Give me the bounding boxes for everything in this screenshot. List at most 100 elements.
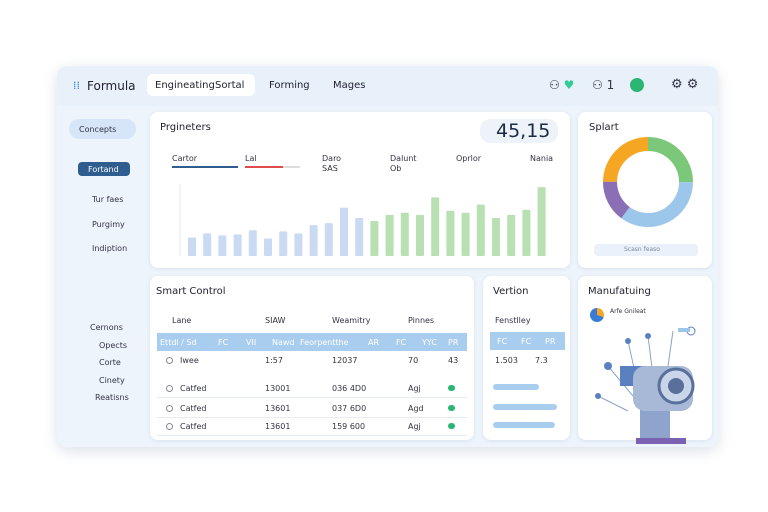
menu-item[interactable]: Indiption bbox=[92, 244, 128, 253]
row-icon bbox=[166, 357, 173, 364]
cell: Iwee bbox=[180, 356, 199, 365]
tab[interactable]: Engineating bbox=[155, 80, 215, 91]
tab[interactable]: Sortal bbox=[215, 80, 245, 91]
subtitle: Fenstlley bbox=[495, 316, 531, 325]
title: Smart Control bbox=[156, 286, 226, 297]
control: Oprlor bbox=[456, 154, 482, 163]
cell: 036 4D0 bbox=[332, 384, 367, 393]
vertion-panel: Vertion Fenstlley FC FC PR 1.503 7.3 bbox=[483, 276, 570, 440]
settings[interactable]: ⚙ ⚙ bbox=[671, 77, 699, 92]
bar bbox=[461, 212, 470, 256]
control: Lal bbox=[245, 154, 257, 163]
donut-chart bbox=[603, 137, 693, 227]
table-header bbox=[490, 332, 565, 350]
header-cell: FC bbox=[218, 338, 229, 347]
bar bbox=[400, 212, 409, 256]
topbar: ⁞⁞ Formula Engineating Sortal Forming Ma… bbox=[57, 66, 718, 106]
bar bbox=[279, 231, 288, 256]
menu-item[interactable]: Purgimy bbox=[92, 220, 125, 229]
menu-item[interactable]: Cinety bbox=[99, 376, 125, 385]
button[interactable] bbox=[78, 162, 130, 176]
cell: Agj bbox=[408, 422, 421, 431]
bar bbox=[218, 235, 227, 256]
tab-group[interactable] bbox=[147, 74, 255, 96]
row-line bbox=[157, 397, 467, 398]
bar bbox=[248, 230, 257, 256]
title: Vertion bbox=[493, 286, 529, 297]
user-icon[interactable]: ⚇ ♥ bbox=[549, 78, 575, 92]
header-cell: Feorpentthe bbox=[300, 338, 349, 347]
progress bbox=[493, 384, 539, 390]
bar bbox=[309, 225, 318, 256]
cell: 13001 bbox=[265, 384, 291, 393]
control: Cartor bbox=[172, 154, 198, 163]
status-dot bbox=[448, 385, 455, 391]
badge[interactable]: ⚇ 1 bbox=[592, 78, 615, 92]
bar-chart bbox=[179, 184, 546, 256]
progress bbox=[493, 404, 557, 410]
bar bbox=[476, 204, 485, 256]
bar bbox=[385, 214, 394, 256]
cell: Catfed bbox=[180, 404, 207, 413]
value-box bbox=[480, 119, 558, 143]
nav[interactable]: Mages bbox=[333, 80, 366, 91]
progress bbox=[493, 422, 555, 428]
header-cell: PR bbox=[448, 338, 459, 347]
bar bbox=[203, 233, 212, 256]
donut-segment bbox=[603, 137, 693, 227]
big-value: 45,15 bbox=[496, 120, 551, 142]
row-icon bbox=[166, 385, 173, 392]
menu-item[interactable]: Corte bbox=[99, 358, 121, 367]
bar bbox=[446, 210, 455, 256]
badge-count: 1 bbox=[606, 78, 615, 92]
header-cell: Ettdl / Sd bbox=[160, 338, 197, 347]
donut-segment bbox=[603, 137, 693, 227]
button-text: Fortand bbox=[88, 165, 119, 174]
bar bbox=[537, 187, 546, 256]
donut-segment bbox=[603, 137, 693, 227]
menu-item[interactable]: Opects bbox=[99, 341, 127, 350]
status[interactable] bbox=[630, 78, 644, 92]
header-cell: VII bbox=[246, 338, 257, 347]
machine-illustration bbox=[595, 326, 696, 444]
cell: 037 6D0 bbox=[332, 404, 367, 413]
pill[interactable] bbox=[69, 119, 136, 139]
bar bbox=[431, 197, 440, 256]
brand: Formula bbox=[87, 79, 136, 93]
bar bbox=[507, 214, 516, 256]
column-header: Weamitry bbox=[332, 316, 371, 325]
bar bbox=[340, 207, 348, 256]
cell: 13601 bbox=[265, 422, 291, 431]
cell: 70 bbox=[408, 356, 419, 365]
cell: 12037 bbox=[332, 356, 358, 365]
table-header bbox=[157, 333, 467, 351]
menu-item[interactable]: Reatisns bbox=[95, 393, 129, 402]
bar bbox=[188, 237, 196, 256]
cell: 13601 bbox=[265, 404, 291, 413]
status-dot bbox=[448, 405, 455, 411]
cell: 1.503 bbox=[495, 356, 518, 365]
cell: FC bbox=[521, 337, 532, 346]
button[interactable] bbox=[594, 244, 698, 256]
column-header: SIAW bbox=[265, 316, 286, 325]
bar bbox=[370, 221, 379, 256]
manufacturing-panel: Manufatuing Arfe Gnileat bbox=[578, 276, 712, 444]
control: Dalunt bbox=[390, 154, 417, 163]
cell: 43 bbox=[448, 356, 459, 365]
bar bbox=[492, 217, 500, 256]
smart-control-panel: Smart Control Lane SIAW Weamitry Pinnes Ettd… bbox=[150, 276, 474, 440]
nav[interactable]: Forming bbox=[269, 80, 310, 91]
menu-item[interactable]: Cernons bbox=[90, 323, 123, 332]
row-icon bbox=[166, 423, 173, 430]
window: ⁞⁞ Formula Engineating Sortal Forming Ma… bbox=[57, 66, 718, 447]
slider[interactable] bbox=[245, 166, 300, 168]
bar bbox=[522, 209, 531, 256]
bar bbox=[264, 238, 272, 256]
menu-item[interactable]: Tur faes bbox=[92, 195, 124, 204]
slider[interactable] bbox=[172, 166, 238, 168]
header-cell: YYC bbox=[422, 338, 437, 347]
header-cell: Nawd bbox=[272, 338, 295, 347]
bar bbox=[233, 234, 242, 256]
bar bbox=[355, 217, 364, 256]
